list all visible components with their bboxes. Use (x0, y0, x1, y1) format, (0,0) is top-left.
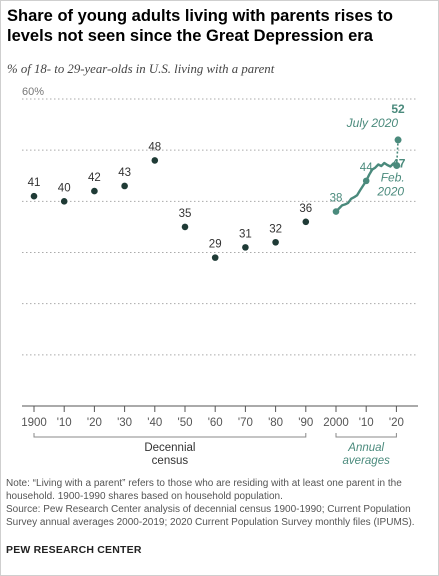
data-point (121, 182, 128, 190)
x-tick-label: '10 (57, 417, 72, 429)
chart-subtitle: % of 18- to 29-year-olds in U.S. living … (7, 62, 275, 76)
data-point (362, 177, 370, 185)
x-tick-label: '70 (238, 417, 253, 429)
data-point (30, 192, 38, 200)
data-label: 35 (179, 208, 192, 220)
x-tick-label: 2000 (323, 417, 349, 429)
data-label: 32 (269, 223, 282, 235)
y-tick-label: 60% (22, 86, 44, 98)
data-label: 31 (239, 228, 252, 240)
data-point (393, 162, 401, 170)
bracket-label: Annual (347, 442, 384, 454)
data-point (151, 157, 159, 164)
data-sublabel: 2020 (376, 185, 404, 199)
data-label: 40 (58, 182, 71, 194)
data-point (181, 223, 189, 231)
data-label: 29 (209, 239, 222, 251)
x-tick-label: '10 (359, 417, 374, 429)
x-tick-label: '60 (208, 417, 223, 429)
note-text: Note: “Living with a parent” refers to t… (6, 478, 402, 502)
data-point (91, 187, 98, 195)
data-label: 48 (148, 141, 161, 153)
x-tick-label: '20 (87, 417, 102, 429)
data-point (332, 208, 340, 215)
data-point (211, 254, 219, 261)
source-text: Source: Pew Research Center analysis of … (6, 504, 415, 528)
data-label: 47 (392, 157, 406, 171)
data-label: 42 (88, 172, 101, 184)
chart-notes: Note: “Living with a parent” refers to t… (6, 477, 432, 529)
x-tick-label: '50 (178, 417, 193, 429)
bracket-label: census (152, 455, 189, 467)
data-label: 44 (360, 162, 373, 174)
data-point (60, 198, 68, 205)
data-point (394, 136, 402, 144)
bracket-label: Decennial (144, 442, 195, 454)
data-point (272, 238, 279, 246)
data-point (242, 244, 249, 251)
chart-title: Share of young adults living with parent… (7, 7, 393, 45)
x-tick-label: '30 (117, 417, 132, 429)
x-tick-label: 1900 (21, 417, 47, 429)
data-point (302, 218, 310, 226)
data-sublabel: July 2020 (346, 116, 399, 130)
data-sublabel: Feb. (381, 171, 405, 185)
bracket-annual (335, 433, 397, 438)
x-tick-label: '40 (147, 417, 162, 429)
data-label: 52 (391, 102, 405, 116)
x-tick-label: '80 (268, 417, 283, 429)
x-tick-label: '20 (389, 417, 404, 429)
data-label: 43 (118, 167, 131, 179)
brand-logo-text: PEW RESEARCH CENTER (6, 544, 142, 556)
data-label: 41 (28, 177, 41, 189)
connector-line (395, 139, 399, 166)
data-label: 36 (299, 203, 312, 215)
data-label: 38 (330, 193, 343, 205)
bracket-decennial (33, 433, 307, 438)
line-chart: 60% 1900 '10 '20 '30 '40 '50 '60 '70 '80 '90 2000 '1… (21, 86, 418, 467)
bracket-label: averages (343, 455, 391, 467)
x-tick-label: '90 (298, 417, 313, 429)
